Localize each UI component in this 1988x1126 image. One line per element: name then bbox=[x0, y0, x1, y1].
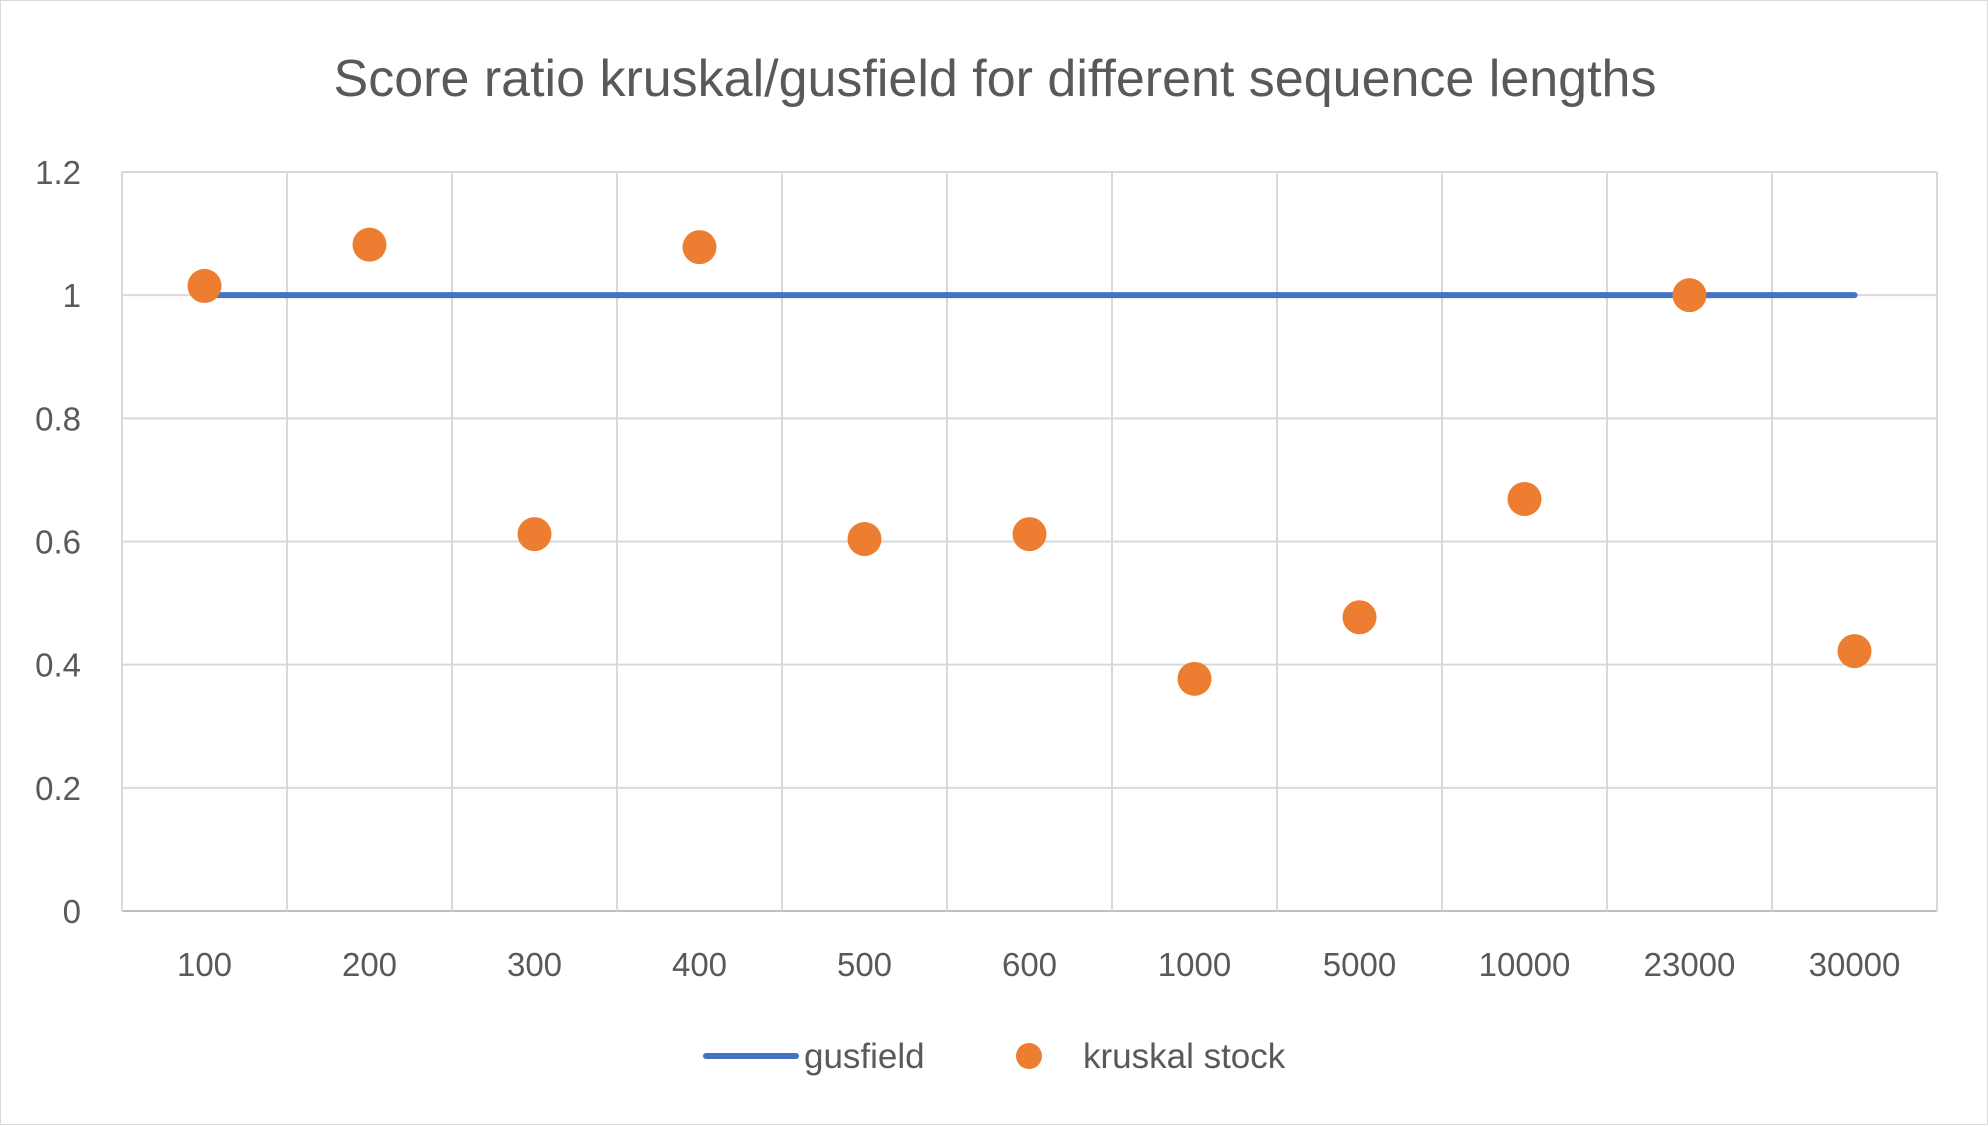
data-point-kruskal-stock bbox=[1837, 634, 1872, 669]
data-point-kruskal-stock bbox=[682, 230, 717, 265]
data-point-kruskal-stock bbox=[1342, 600, 1377, 635]
legend-swatch-kruskal-stock bbox=[1016, 1043, 1042, 1069]
x-tick-label: 10000 bbox=[1479, 946, 1571, 983]
y-axis-tick-labels: 0 0.2 0.4 0.6 0.8 1 1.2 bbox=[35, 154, 81, 930]
data-point-kruskal-stock bbox=[1177, 661, 1212, 696]
x-tick-label: 400 bbox=[672, 946, 727, 983]
legend-label-kruskal-stock: kruskal stock bbox=[1083, 1037, 1286, 1076]
y-tick-label: 0 bbox=[63, 893, 81, 930]
x-tick-label: 30000 bbox=[1809, 946, 1901, 983]
data-point-kruskal-stock bbox=[1672, 278, 1707, 313]
y-tick-label: 1.2 bbox=[35, 154, 81, 191]
x-tick-label: 300 bbox=[507, 946, 562, 983]
x-tick-label: 100 bbox=[177, 946, 232, 983]
x-tick-label: 1000 bbox=[1158, 946, 1231, 983]
legend: gusfield kruskal stock bbox=[703, 1037, 1286, 1076]
x-tick-label: 500 bbox=[837, 946, 892, 983]
y-tick-label: 0.6 bbox=[35, 524, 81, 561]
y-tick-label: 1 bbox=[63, 277, 81, 314]
x-tick-label: 23000 bbox=[1644, 946, 1736, 983]
data-point-kruskal-stock bbox=[352, 227, 387, 262]
series-layer bbox=[187, 227, 1872, 696]
y-tick-label: 0.4 bbox=[35, 647, 81, 684]
data-point-kruskal-stock bbox=[1507, 482, 1542, 517]
chart-title: Score ratio kruskal/gusfield for differe… bbox=[334, 50, 1657, 108]
x-tick-label: 5000 bbox=[1323, 946, 1396, 983]
data-point-kruskal-stock bbox=[517, 517, 552, 552]
x-axis-tick-labels: 100 200 300 400 500 600 1000 5000 10000 23000 3000… bbox=[177, 946, 1900, 983]
y-tick-label: 0.8 bbox=[35, 400, 81, 437]
y-tick-label: 0.2 bbox=[35, 770, 81, 807]
legend-label-gusfield: gusfield bbox=[804, 1037, 925, 1076]
data-point-kruskal-stock bbox=[847, 522, 882, 557]
data-point-kruskal-stock bbox=[1012, 517, 1047, 552]
x-tick-label: 200 bbox=[342, 946, 397, 983]
x-tick-label: 600 bbox=[1002, 946, 1057, 983]
data-point-kruskal-stock bbox=[187, 268, 222, 303]
